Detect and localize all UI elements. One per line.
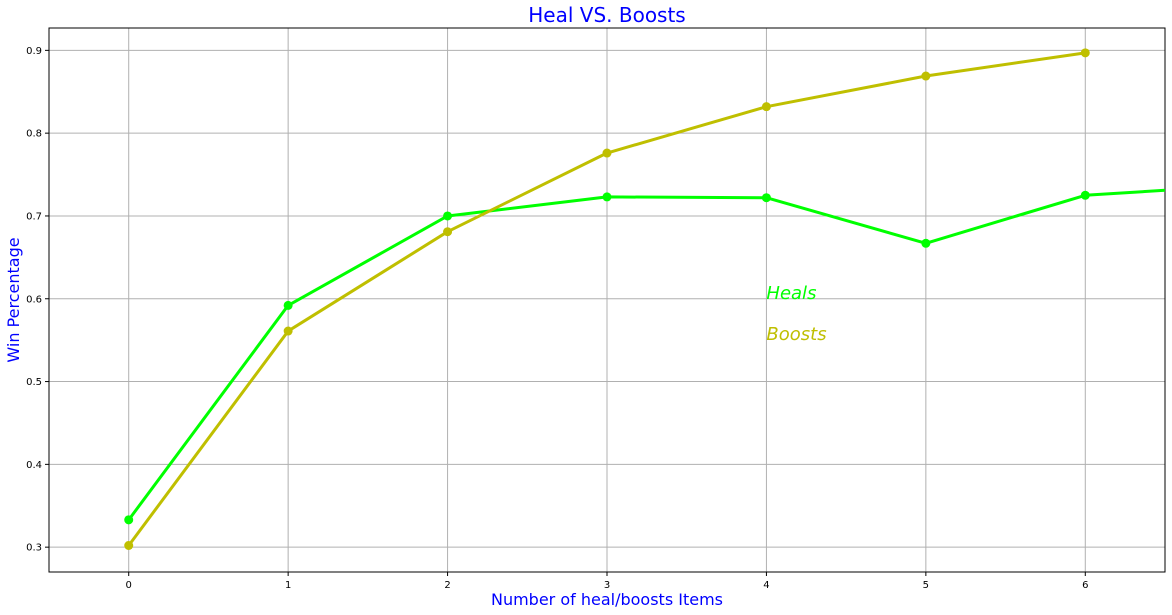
data-point [443,227,453,237]
data-point [921,238,931,248]
x-tick-label: 4 [763,580,769,591]
data-point [283,300,293,310]
data-point [1080,190,1090,200]
data-point [761,102,771,112]
x-tick-label: 2 [444,580,450,591]
x-tick-label: 3 [604,580,610,591]
y-tick-label: 0.5 [26,377,42,388]
data-point [921,71,931,81]
y-tick-label: 0.9 [26,46,42,57]
x-tick-label: 0 [126,580,132,591]
annotation-boosts: Boosts [766,324,826,345]
y-tick-label: 0.3 [26,543,42,554]
data-point [124,515,134,525]
y-tick-label: 0.4 [26,460,42,471]
axis-ticks: 0 1 2 3 4 5 6 0.3 0.4 0.5 0.6 0.7 0.8 0.9 [26,46,1088,591]
data-point [602,192,612,202]
data-point [761,193,771,203]
series-boosts [124,48,1090,551]
data-point [602,148,612,158]
grid [49,28,1165,572]
data-point [283,326,293,336]
x-tick-label: 6 [1082,580,1088,591]
y-tick-label: 0.6 [26,294,42,305]
series [124,48,1165,551]
series-line [127,188,1165,521]
chart-title: Heal VS. Boosts [528,3,685,27]
annotations: Heals Boosts [766,283,826,345]
x-tick-label: 1 [285,580,291,591]
data-point [124,541,134,551]
series-heals [124,188,1165,525]
data-point [443,211,453,221]
x-axis-label: Number of heal/boosts Items [491,590,723,609]
data-point [1080,48,1090,58]
y-tick-label: 0.7 [26,211,42,222]
y-tick-label: 0.8 [26,129,42,140]
annotation-heals: Heals [766,283,816,304]
y-axis-label: Win Percentage [4,237,23,362]
x-tick-label: 5 [923,580,929,591]
